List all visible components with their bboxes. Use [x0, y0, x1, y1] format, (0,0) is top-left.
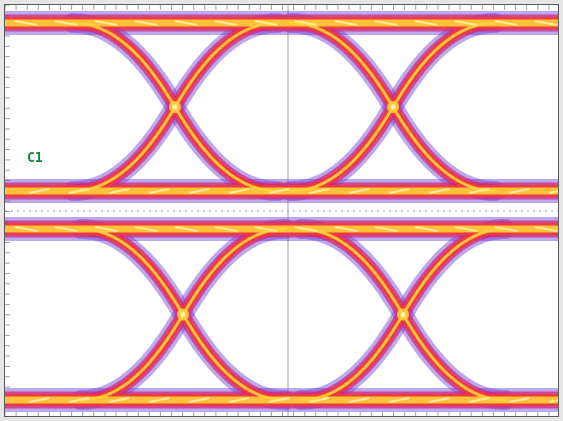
lower-eye-rail-highlight	[428, 397, 450, 403]
upper-eye-rail-highlight	[148, 188, 170, 194]
upper-eye-rail-highlight	[174, 20, 198, 26]
lower-eye-rail-highlight	[134, 226, 158, 232]
lower-eye-rail-highlight	[454, 226, 478, 232]
lower-eye-rail-highlight	[28, 397, 50, 403]
upper-eye-rail-highlight	[108, 188, 130, 194]
upper-eye-rail-highlight	[468, 188, 490, 194]
lower-eye-crossing-core	[180, 312, 186, 317]
upper-eye-rail-highlight	[494, 20, 518, 26]
eye-diagram-screen: C1	[4, 4, 559, 417]
lower-eye-rail-highlight	[188, 397, 210, 403]
upper-eye-rail-highlight	[54, 20, 78, 26]
upper-eye-rail-highlight	[374, 20, 398, 26]
channel-label: C1	[27, 151, 43, 166]
upper-eye-rail-highlight	[388, 188, 410, 194]
upper-eye-rail-highlight	[188, 188, 210, 194]
lower-eye-rail-highlight	[148, 397, 170, 403]
upper-eye-rail-highlight	[414, 20, 438, 26]
upper-eye-rail-highlight	[508, 188, 530, 194]
upper-eye-rail-highlight	[534, 20, 558, 26]
lower-eye-rail-highlight	[68, 397, 90, 403]
lower-eye-rail-highlight	[108, 397, 130, 403]
upper-eye-rail-highlight	[214, 20, 238, 26]
upper-eye-rail-highlight	[428, 188, 450, 194]
upper-eye-rail-highlight	[294, 20, 318, 26]
upper-eye-rail-highlight	[228, 188, 250, 194]
lower-eye-rail-highlight	[268, 397, 290, 403]
lower-eye-rail-highlight	[348, 397, 370, 403]
lower-eye-rail-highlight	[508, 397, 530, 403]
lower-eye-rail-highlight	[294, 226, 318, 232]
lower-eye-rail-highlight	[388, 397, 410, 403]
upper-eye-rail-highlight	[94, 20, 118, 26]
lower-eye-rail-highlight	[54, 226, 78, 232]
lower-eye-rail-highlight	[254, 226, 278, 232]
lower-eye-rail-highlight	[494, 226, 518, 232]
upper-eye-rail-highlight	[254, 20, 278, 26]
upper-eye-rail-highlight	[14, 20, 38, 26]
upper-eye-rail-highlight	[28, 188, 50, 194]
lower-eye-rail-highlight	[548, 399, 558, 403]
upper-eye-rail-highlight	[348, 188, 370, 194]
upper-eye-rail-highlight	[68, 188, 90, 194]
upper-eye-crossing-core	[172, 104, 178, 110]
lower-eye-rail-highlight	[374, 226, 398, 232]
lower-eye-rail-highlight	[308, 397, 330, 403]
lower-eye-rail-highlight	[94, 226, 118, 232]
lower-eye-rail-highlight	[414, 226, 438, 232]
lower-eye-rail-highlight	[334, 226, 358, 232]
upper-eye-rail-highlight	[334, 20, 358, 26]
upper-eye-crossing-core	[390, 104, 396, 110]
upper-eye-rail-highlight	[454, 20, 478, 26]
lower-eye-crossing-core	[400, 312, 406, 317]
lower-eye-rail-highlight	[214, 226, 238, 232]
upper-eye-rail-highlight	[548, 190, 558, 194]
lower-eye-rail-highlight	[468, 397, 490, 403]
upper-eye-rail-highlight	[268, 188, 290, 194]
lower-eye-rail-highlight	[534, 226, 558, 232]
eye-diagram-plot	[5, 5, 558, 416]
upper-eye-rail-highlight	[134, 20, 158, 26]
upper-eye-rail-highlight	[308, 188, 330, 194]
lower-eye-rail-highlight	[14, 226, 38, 232]
lower-eye-rail-highlight	[174, 226, 198, 232]
lower-eye-rail-highlight	[228, 397, 250, 403]
